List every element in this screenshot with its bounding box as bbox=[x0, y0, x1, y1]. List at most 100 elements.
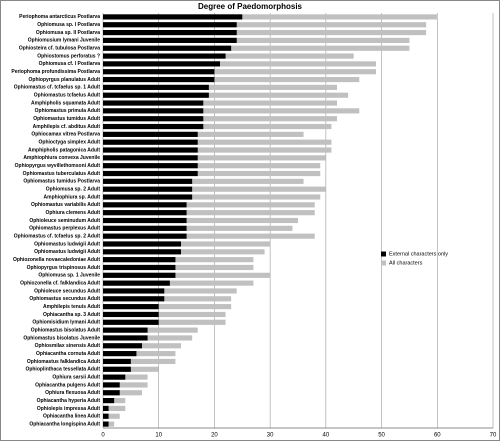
bar bbox=[103, 374, 126, 380]
x-tick-label: 30 bbox=[267, 433, 274, 439]
y-tick-label: Ophiopyrgus trispinosus Adult bbox=[27, 265, 101, 271]
bar bbox=[103, 170, 321, 177]
bar bbox=[103, 76, 215, 83]
bar bbox=[103, 155, 198, 161]
y-tick-label: Amphipholis patagonica Adult bbox=[28, 147, 100, 153]
bar bbox=[103, 84, 337, 90]
legend-swatch bbox=[381, 260, 386, 266]
y-tick-label: Amphilepis cf. abditus Adult bbox=[33, 124, 101, 130]
bar bbox=[103, 194, 321, 200]
bar bbox=[103, 304, 232, 310]
y-tick-label: Ophiomastus tumidus Adult bbox=[33, 116, 100, 122]
bar bbox=[103, 37, 237, 43]
y-tick-label: Ophiostomus perforatus ? bbox=[37, 53, 100, 59]
bar bbox=[103, 280, 170, 286]
bar bbox=[103, 186, 193, 192]
x-tick-label: 40 bbox=[323, 433, 330, 439]
bar bbox=[103, 92, 349, 98]
bar bbox=[103, 421, 109, 427]
y-tick-label: Ophiomastus bisolatus Adult bbox=[31, 327, 101, 333]
y-tick-label: Ophiacantha hyperia Adult bbox=[37, 398, 101, 404]
y-tick-label: Ophiosmilax sinensis Adult bbox=[35, 343, 101, 349]
y-tick-label: Amphilepis tenuis Adult bbox=[43, 304, 100, 310]
bar bbox=[103, 22, 237, 28]
bar bbox=[103, 147, 198, 153]
bar bbox=[103, 194, 193, 200]
legend-label: All characters bbox=[389, 260, 423, 266]
bar bbox=[103, 272, 176, 278]
bar bbox=[103, 343, 142, 349]
chart-title: Degree of Paedomorphosis bbox=[198, 2, 303, 11]
bar bbox=[103, 296, 165, 302]
bar bbox=[103, 405, 126, 412]
bar bbox=[103, 413, 120, 419]
y-tick-label: Ophioleuce seminudum Adult bbox=[29, 218, 100, 224]
y-tick-label: Ophiomastus tuberculatus Adult bbox=[23, 171, 101, 177]
y-tick-label: Ophiopyrgus wyvillethomsoni Adult bbox=[15, 163, 101, 169]
bar bbox=[103, 100, 337, 106]
y-tick-label: Amphipholis squamata Adult bbox=[31, 100, 100, 106]
y-tick-label: Ophiomusa sp. 1 Juvenile bbox=[38, 273, 100, 279]
bar bbox=[103, 163, 198, 169]
bar bbox=[103, 37, 410, 43]
y-tick-label: Ophiomastus cf. tcfaelus sp. 2 Adult bbox=[14, 233, 101, 239]
x-tick-label: 20 bbox=[211, 433, 218, 439]
y-tick-label: Ophiomastus ludwigii Adult bbox=[34, 249, 100, 255]
bar bbox=[103, 131, 198, 137]
bar bbox=[103, 186, 326, 192]
bar bbox=[103, 29, 237, 36]
y-tick-label: Ophiura clemens Adult bbox=[45, 210, 100, 216]
y-tick-label: Amphiophiura convexa Juvenile bbox=[23, 155, 100, 161]
bar bbox=[103, 405, 109, 412]
bar bbox=[103, 139, 198, 145]
bar bbox=[103, 108, 204, 114]
bar bbox=[103, 241, 181, 247]
bar bbox=[103, 390, 142, 396]
bar bbox=[103, 61, 220, 67]
bar bbox=[103, 100, 204, 106]
y-tick-label: Ophiolepis impressa Adult bbox=[37, 406, 100, 412]
x-tick-label: 50 bbox=[378, 433, 385, 439]
bar bbox=[103, 241, 271, 247]
bar bbox=[103, 29, 427, 36]
bar bbox=[103, 311, 226, 318]
bar bbox=[103, 170, 198, 177]
y-tick-label: Ophiomastus variabilis Adult bbox=[31, 202, 100, 208]
bar bbox=[103, 131, 304, 137]
bar bbox=[103, 202, 315, 208]
y-tick-label: Ophiacantha cornuta Adult bbox=[36, 351, 100, 357]
bar bbox=[103, 288, 165, 294]
y-tick-label: Ophiomusa sp. 2 Adult bbox=[46, 187, 101, 193]
x-tick-label: 10 bbox=[155, 433, 162, 439]
y-tick-label: Ophiomusium lymani Juvenile bbox=[28, 38, 100, 44]
y-tick-label: Periophoma antarcticus Postlarva bbox=[19, 14, 100, 20]
bar bbox=[103, 217, 187, 224]
bar bbox=[103, 366, 131, 372]
y-tick-label: Ophiomastus primula Adult bbox=[35, 108, 101, 114]
bar bbox=[103, 311, 159, 318]
bar bbox=[103, 413, 109, 419]
x-tick-label: 0 bbox=[101, 433, 105, 439]
bar bbox=[103, 45, 410, 51]
y-tick-label: Ophiacantha sp. 3 Adult bbox=[43, 312, 100, 318]
bar bbox=[103, 123, 204, 130]
y-tick-label: Ophiacantha longispina Adult bbox=[29, 421, 100, 427]
bar bbox=[103, 257, 254, 263]
y-tick-label: Ophiomastus ludwigii Adult bbox=[34, 241, 100, 247]
bar bbox=[103, 304, 159, 310]
x-tick-label: 60 bbox=[434, 433, 441, 439]
y-tick-label: Ophioplinthaca tessellata Adult bbox=[25, 367, 100, 373]
bar bbox=[103, 14, 243, 20]
bar bbox=[103, 319, 226, 325]
bar bbox=[103, 76, 360, 83]
bar bbox=[103, 178, 304, 184]
bar bbox=[103, 116, 337, 122]
y-tick-label: Ophiozonella novaecaledoniae Adult bbox=[13, 257, 100, 263]
bar bbox=[103, 217, 298, 224]
y-tick-label: Amphiophiura sp. Adult bbox=[44, 194, 101, 200]
bar bbox=[103, 351, 176, 357]
x-tick-label: 70 bbox=[490, 433, 497, 439]
bar bbox=[103, 53, 226, 59]
y-tick-label: Ophiomusa cf. I Postlarva bbox=[39, 61, 101, 67]
